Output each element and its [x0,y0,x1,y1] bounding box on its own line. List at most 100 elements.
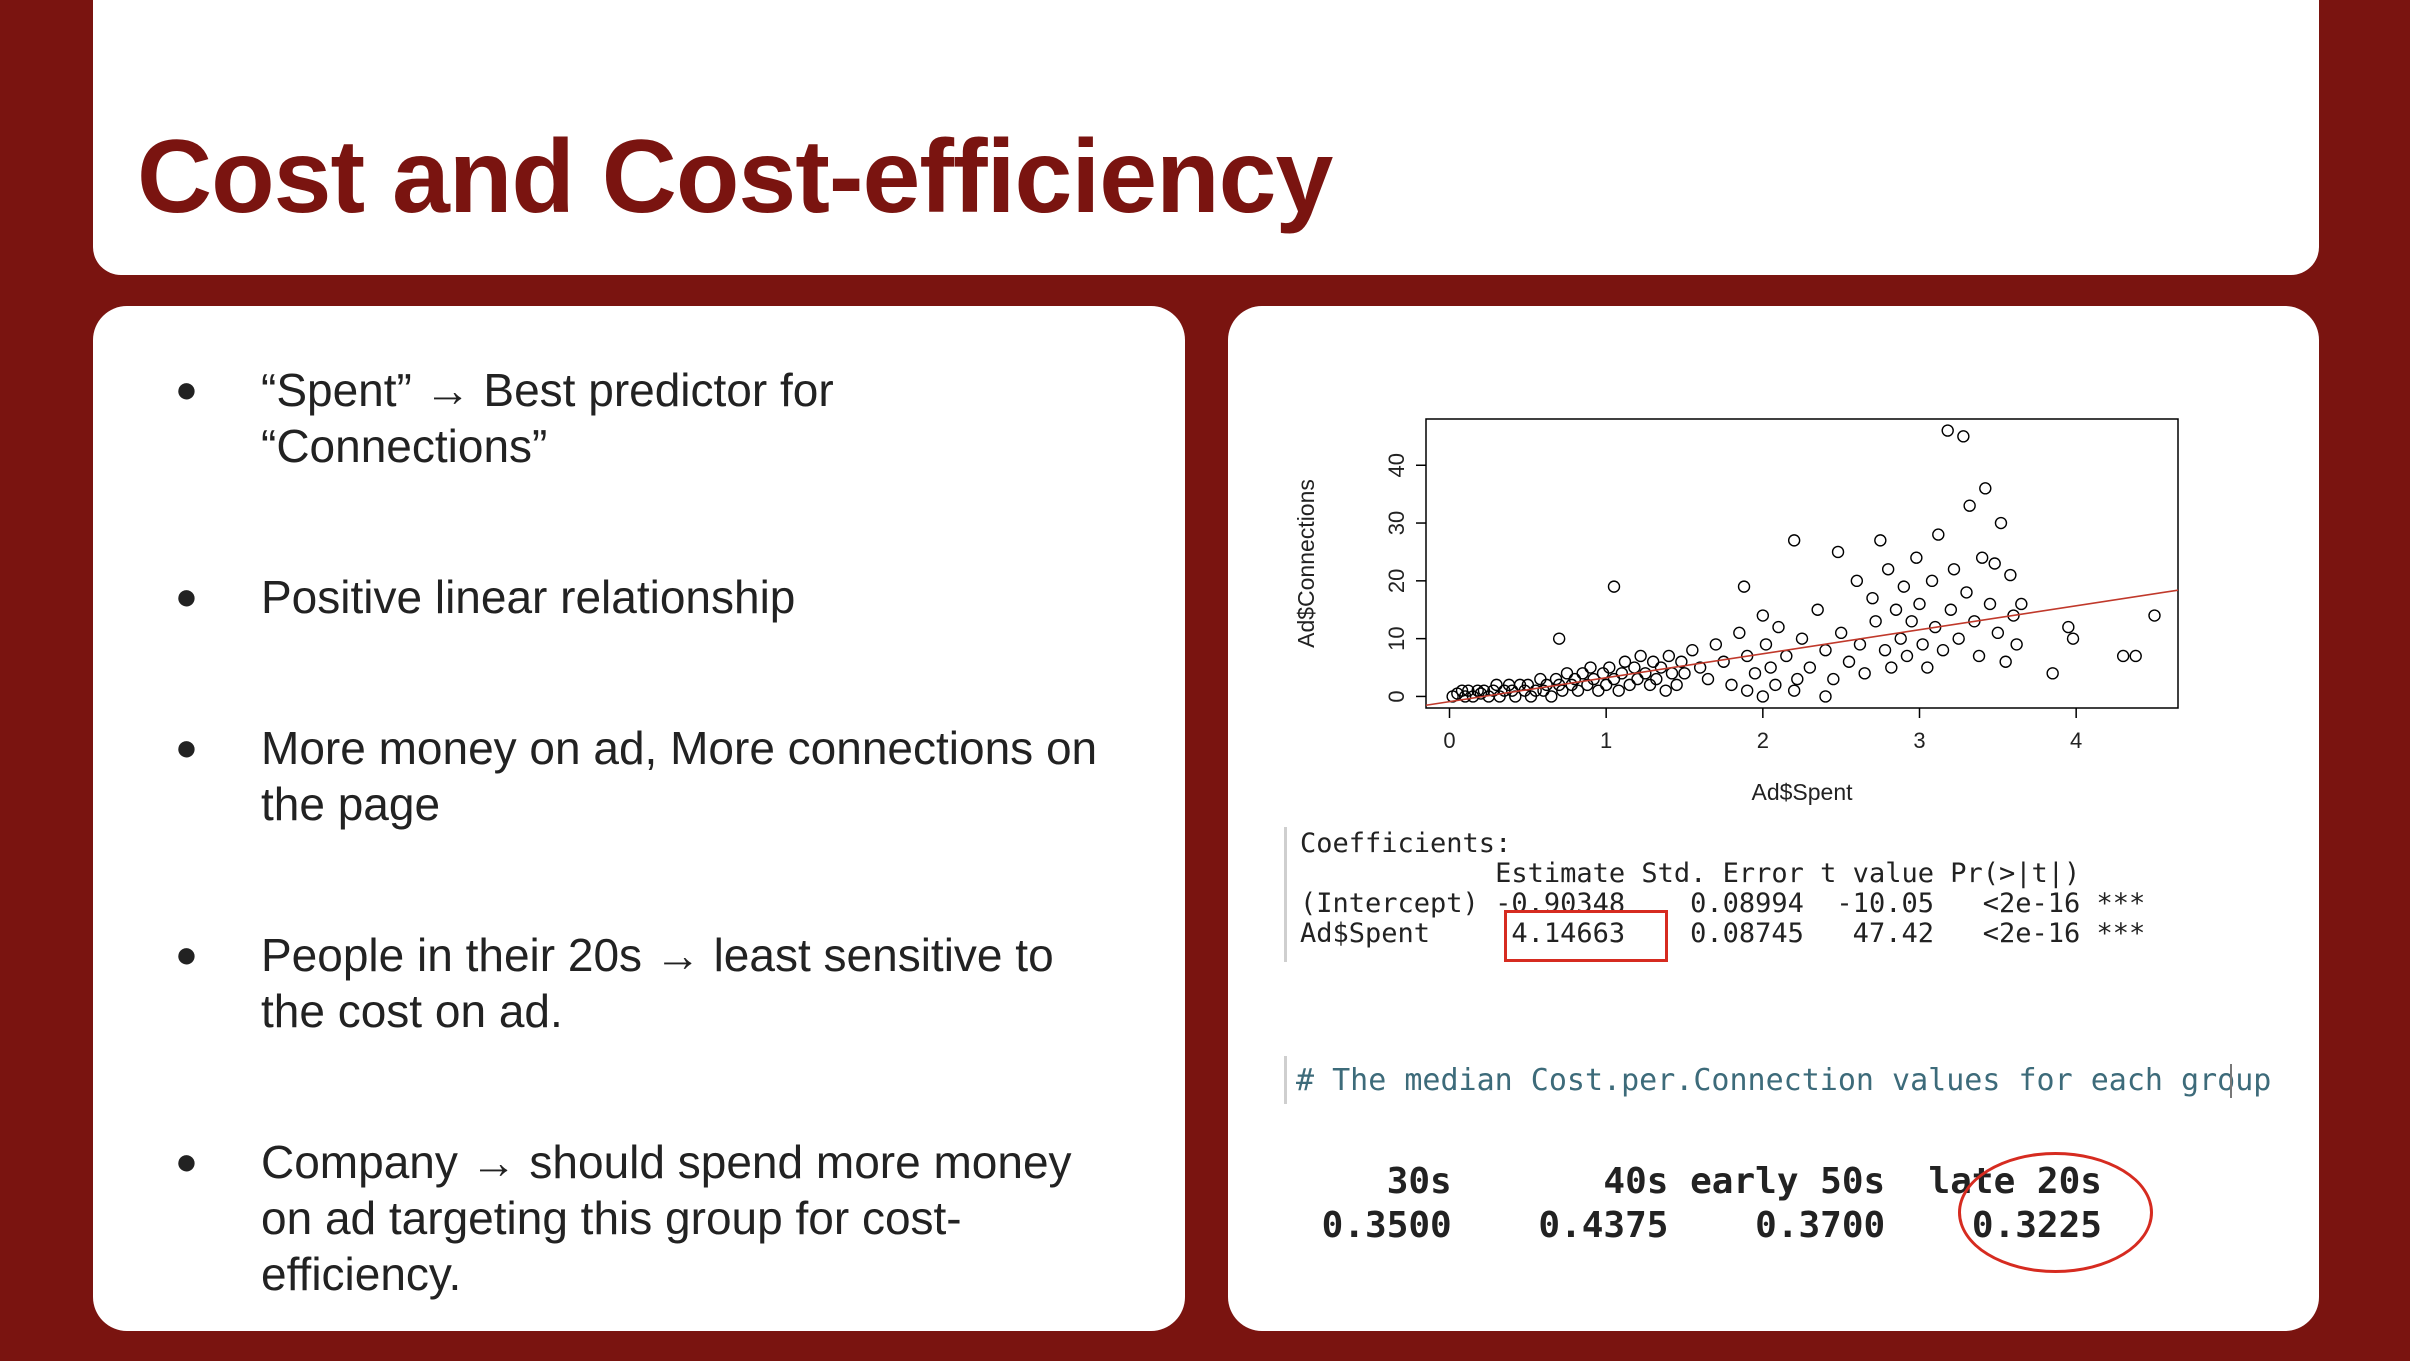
data-point [1717,655,1730,668]
data-point [1787,534,1801,547]
y-axis-label: Ad$Connections [1293,479,1319,648]
data-point [1748,667,1762,680]
data-point [1568,672,1582,686]
data-point [1925,574,1939,588]
data-point [2148,609,2161,622]
data-point [1952,632,1965,645]
data-point [1643,678,1657,692]
data-point [1654,661,1668,674]
data-point [1670,678,1683,692]
data-point [1944,603,1958,616]
data-point [1853,638,1867,651]
data-point [2066,632,2080,645]
data-point [1552,678,1566,692]
data-point [1756,690,1770,703]
data-point [1592,684,1605,697]
data-point [1584,661,1597,674]
data-point [1850,574,1864,588]
data-point [1889,603,1903,616]
y-tick-label: 40 [1384,453,1409,477]
data-point [1842,655,1856,668]
data-point [1819,644,1832,657]
data-point [1819,690,1832,703]
data-point [1471,684,1484,697]
data-point [1936,644,1950,657]
data-point [1795,632,1809,645]
data-point [1659,684,1672,697]
x-tick-label: 3 [1913,728,1925,753]
data-point [1858,667,1871,680]
data-point [1603,661,1616,674]
data-point [1537,684,1550,697]
data-point [1628,661,1641,674]
bullet-dot-icon: ● [175,727,198,769]
data-point [1994,516,2008,530]
data-point [1540,678,1553,692]
data-point [1916,638,1929,651]
data-point [1665,667,1679,680]
data-point [1983,597,1997,611]
data-point [1646,655,1660,668]
data-point [1576,667,1589,680]
analysis-card: 0 1 2 3 4 0 10 20 30 40 Ad$Spent Ad$Connections Coe… [1228,306,2319,1331]
data-point [1686,644,1699,657]
data-point [2062,620,2075,634]
data-point [1988,557,2001,570]
median-comment: # The median Cost.per.Connection values … [1296,1063,2272,1098]
median-highlight-circle [1958,1152,2153,1273]
y-tick-label: 10 [1384,626,1409,650]
data-point [1894,632,1907,645]
coefficients-row-spent: Ad$Spent 4.14663 0.08745 47.42 <2e-16 **… [1300,918,2146,949]
data-point [1772,620,1785,634]
data-point [1960,586,1973,599]
data-point [1552,632,1566,645]
data-point [1623,678,1636,692]
data-point [1455,684,1469,697]
data-point [1607,580,1621,593]
data-point [1618,655,1632,668]
data-point [1759,638,1773,651]
coefficients-heading: Coefficients: [1300,828,1512,859]
bullet-dot-icon: ● [175,934,198,976]
data-point [1881,563,1895,576]
data-point [1991,626,2005,640]
data-point [1607,672,1621,686]
data-point [1740,684,1754,697]
data-point [1780,649,1793,663]
x-tick-label: 4 [2070,728,2082,753]
data-point [1866,591,1879,605]
data-point [1709,638,1723,651]
y-tick-label: 0 [1384,690,1409,702]
data-point [1910,551,1923,564]
bullet-dot-icon: ● [175,576,198,618]
data-point [2010,638,2023,651]
data-point [1631,672,1644,686]
coefficients-row-intercept: (Intercept) -0.90348 0.08994 -10.05 <2e-… [1300,888,2146,919]
data-point [1811,603,1824,616]
data-point [1869,615,1882,628]
data-point [1885,661,1898,674]
slide-title: Cost and Cost-efficiency [137,119,1333,235]
data-point [2015,597,2028,611]
data-point [1458,690,1472,703]
data-point [1490,678,1503,692]
data-point [1791,672,1804,686]
estimate-highlight-box [1504,910,1668,962]
data-point [1972,649,1986,663]
y-tick-label: 30 [1384,511,1409,535]
data-point [1634,649,1647,663]
data-point [1560,667,1574,680]
x-axis-label: Ad$Spent [1751,779,1853,805]
data-point [1900,649,1914,663]
data-point [1650,672,1663,686]
bullet-text: Company → should spend more money on ad … [261,1136,1072,1300]
bullet-text: More money on ad, More connections on th… [261,722,1098,830]
data-point [1897,580,1911,593]
data-point [2129,649,2142,663]
data-point [1662,649,1676,663]
data-point [1615,667,1629,680]
plot-frame [1425,418,2179,709]
data-point [1913,597,1926,611]
data-point [1701,672,1715,686]
